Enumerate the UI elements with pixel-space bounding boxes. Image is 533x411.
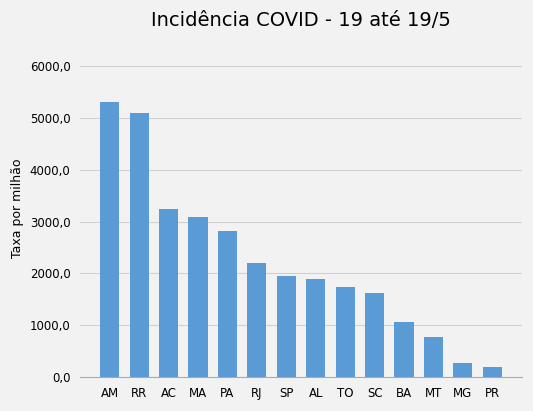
Bar	[247, 263, 266, 377]
Bar	[159, 209, 178, 377]
Bar	[277, 276, 296, 377]
Bar	[130, 113, 149, 377]
Bar	[100, 102, 119, 377]
Bar	[483, 367, 502, 377]
Bar	[453, 363, 472, 377]
Bar	[189, 217, 208, 377]
Bar	[424, 337, 443, 377]
Bar	[394, 322, 414, 377]
Bar	[336, 287, 354, 377]
Y-axis label: Taxa por milhão: Taxa por milhão	[11, 159, 24, 259]
Bar	[365, 293, 384, 377]
Bar	[306, 279, 325, 377]
Title: Incidência COVID - 19 até 19/5: Incidência COVID - 19 até 19/5	[151, 11, 451, 30]
Bar	[218, 231, 237, 377]
